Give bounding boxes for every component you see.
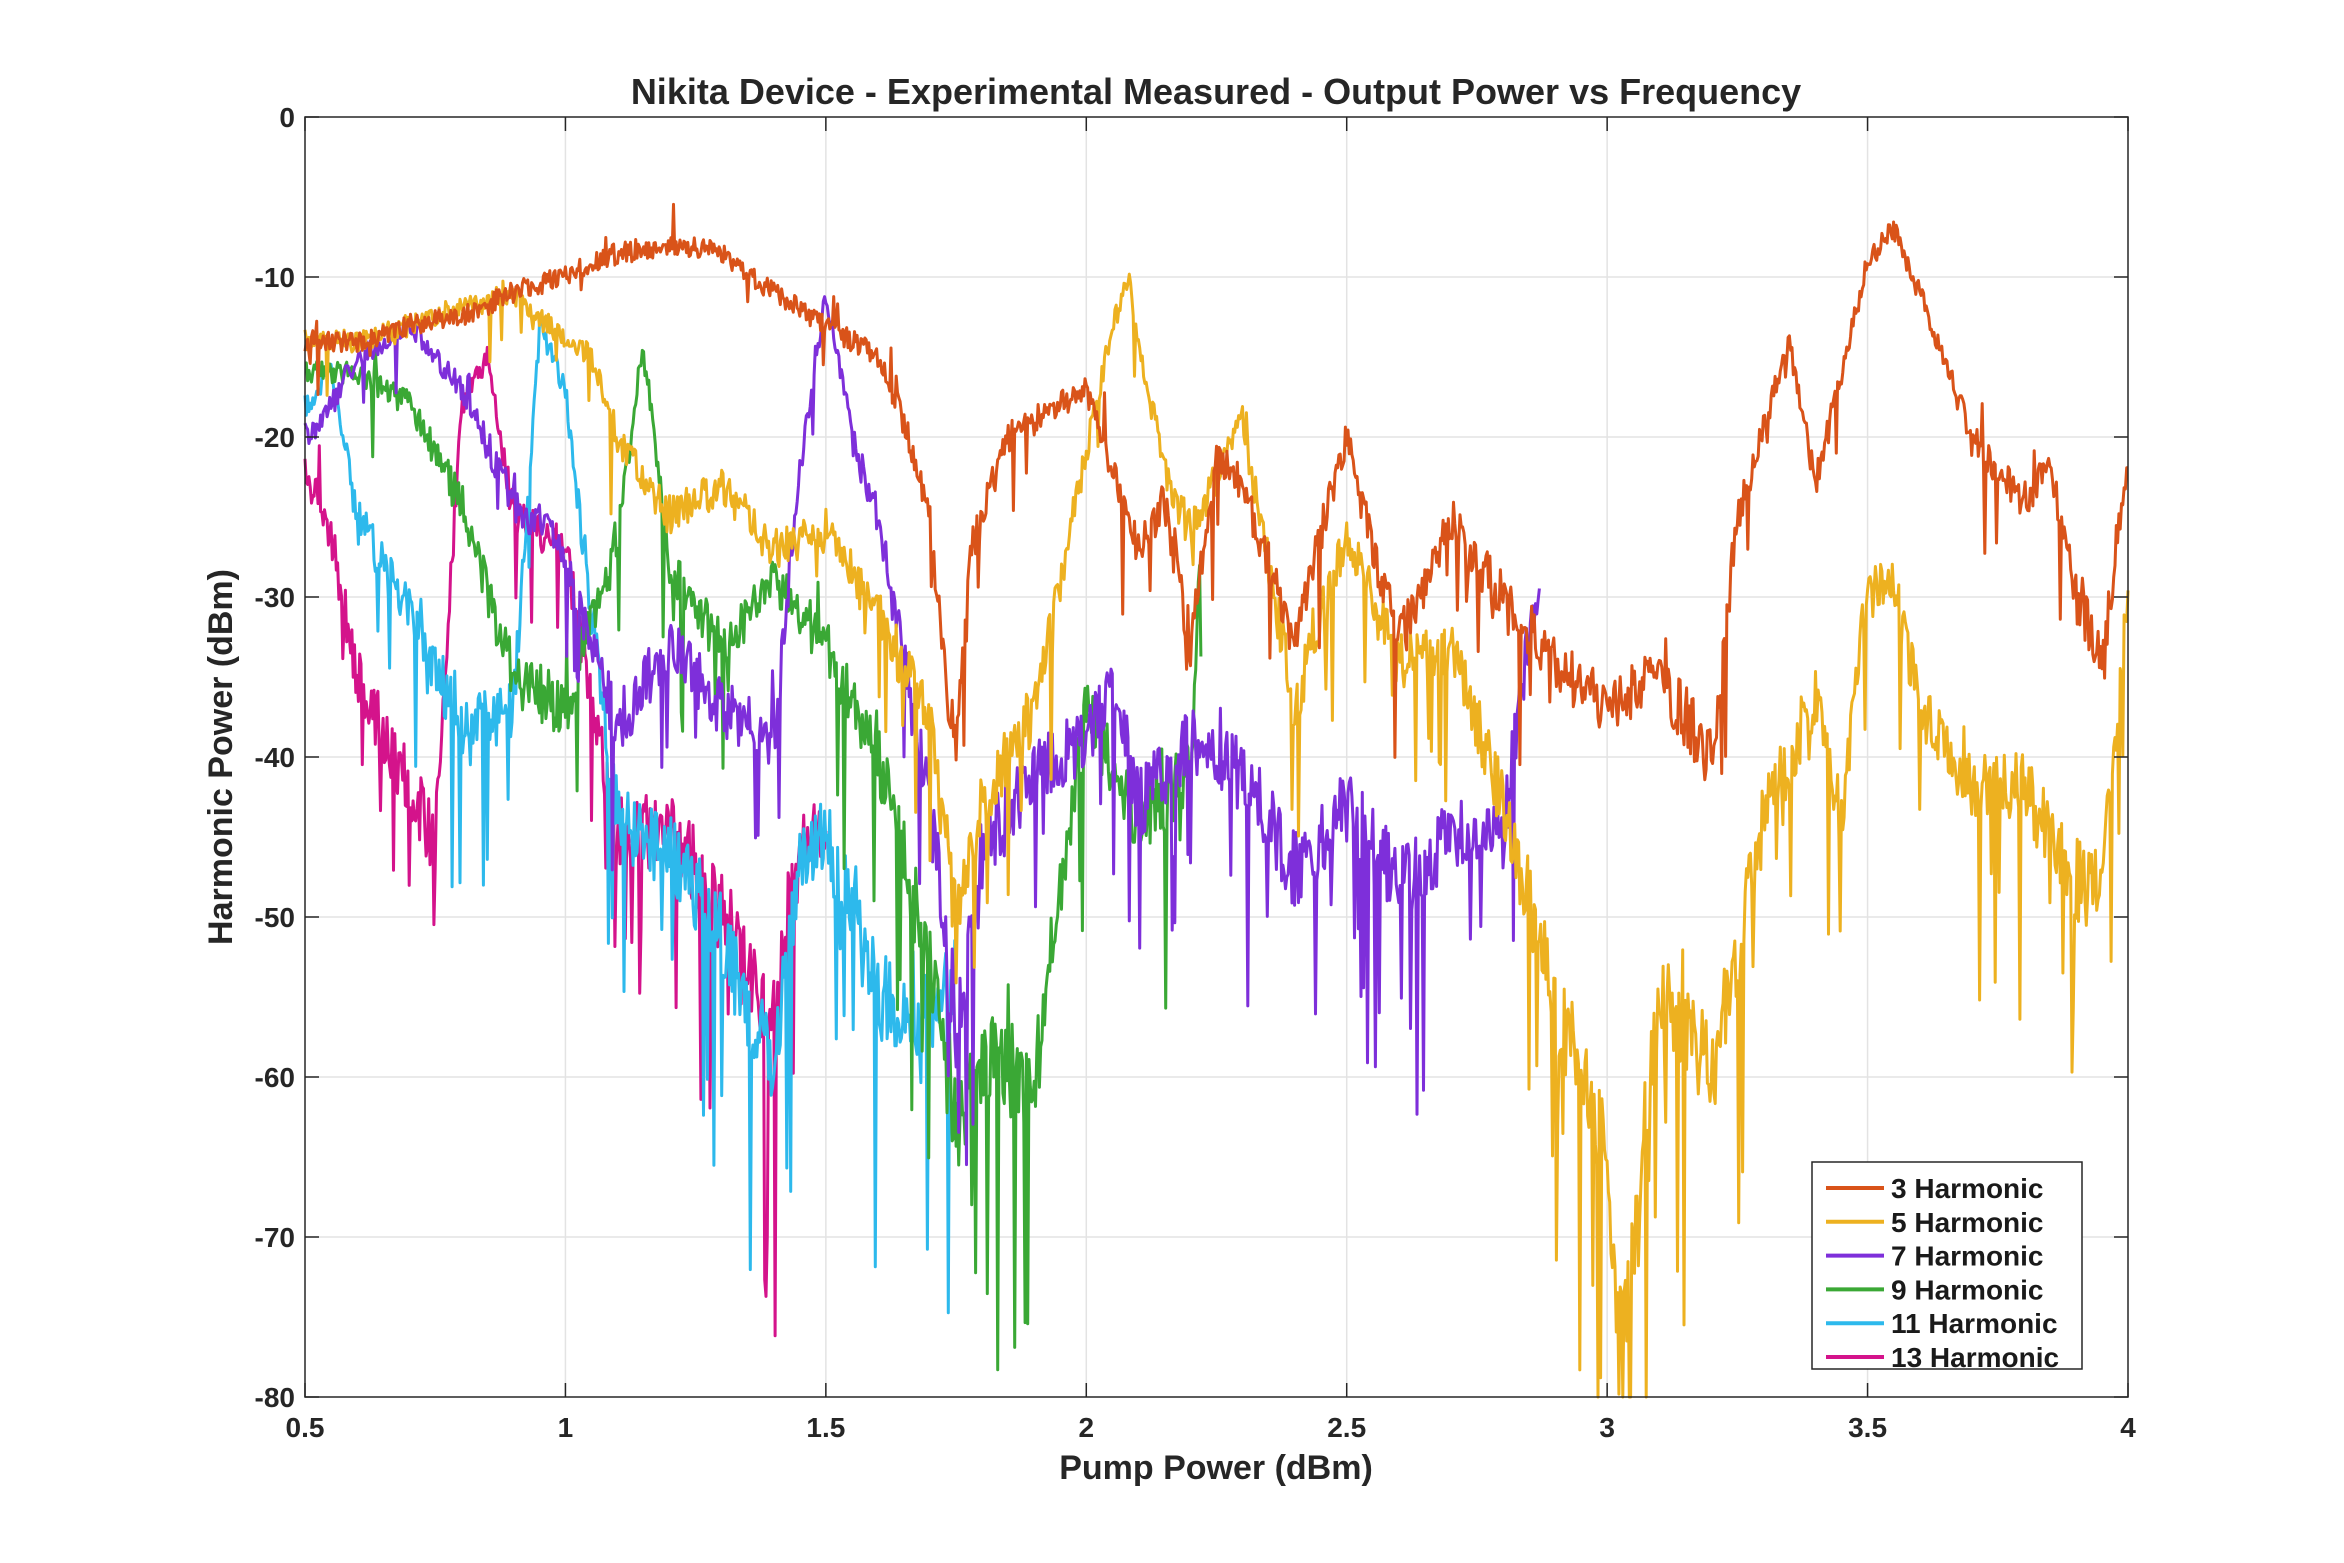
y-tick-label: -70	[255, 1222, 295, 1253]
series-layer	[303, 202, 2130, 1399]
series-line	[304, 347, 1203, 1372]
x-tick-label: 2	[1078, 1412, 1094, 1443]
x-axis-label: Pump Power (dBm)	[1059, 1449, 1373, 1487]
legend-entry: 7 Harmonic	[1891, 1241, 2044, 1272]
legend-entry: 5 Harmonic	[1891, 1207, 2044, 1238]
series-line	[303, 345, 828, 1338]
x-tick-label: 4	[2120, 1412, 2136, 1443]
series-line	[303, 295, 1541, 1167]
y-tick-label: -20	[255, 422, 295, 453]
legend-entry: 11 Harmonic	[1891, 1308, 2058, 1339]
y-tick-label: -60	[255, 1062, 295, 1093]
y-axis-label: Harmonic Power (dBm)	[202, 569, 240, 945]
x-tick-label: 3.5	[1848, 1412, 1887, 1443]
series-line	[303, 316, 958, 1315]
legend-entry: 3 Harmonic	[1891, 1173, 2044, 1204]
y-tick-label: -50	[255, 902, 295, 933]
axis-ticks: 0.5 1 1.5 2 2.5 3 3.5 4 0 -10 -20 -30 -40 -50 -60 -70 -8…	[255, 102, 2137, 1443]
x-tick-label: 2.5	[1327, 1412, 1366, 1443]
chart-title: Nikita Device - Experimental Measured - …	[631, 71, 1801, 112]
x-tick-label: 1	[558, 1412, 574, 1443]
x-tick-label: 0.5	[286, 1412, 325, 1443]
y-tick-label: -30	[255, 582, 295, 613]
y-tick-label: -80	[255, 1382, 295, 1413]
y-tick-label: 0	[279, 102, 295, 133]
legend-entry: 13 Harmonic	[1891, 1342, 2059, 1373]
x-tick-label: 1.5	[806, 1412, 845, 1443]
y-tick-label: -40	[255, 742, 295, 773]
series-line	[303, 202, 2129, 782]
legend-entry: 9 Harmonic	[1891, 1274, 2044, 1305]
legend-box	[1811, 1161, 2083, 1370]
grid	[305, 117, 2128, 1397]
x-tick-label: 3	[1599, 1412, 1615, 1443]
y-tick-label: -10	[255, 262, 295, 293]
